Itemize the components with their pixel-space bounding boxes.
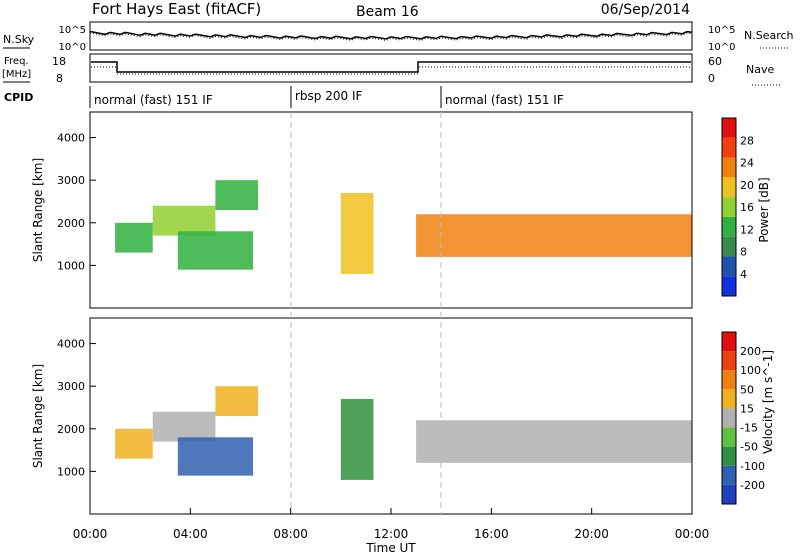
velocity-colorbar-tick-2: 100: [740, 364, 761, 377]
velocity-ytick-label-1: 4000: [57, 338, 85, 351]
xtick-label-1: 00:00: [73, 527, 108, 541]
cpid-segment-1: normal (fast) 151 IF: [94, 93, 213, 107]
xtick-label-7: 00:00: [675, 527, 710, 541]
nave-right-tick-low: 0: [708, 72, 715, 85]
velocity-ytick-label-4: 1000: [57, 465, 85, 478]
velocity-echo-region-2: [152, 411, 216, 442]
velocity-colorbar-tick-4: 15: [740, 402, 754, 415]
velocity-colorbar-tick-8: -200: [740, 479, 765, 492]
nave-line: [91, 66, 691, 75]
power-ytick-label-2: 3000: [57, 174, 85, 187]
velocity-echo-region-5: [340, 398, 374, 480]
xtick-label-4: 12:00: [374, 527, 409, 541]
power-echo-region-1: [115, 222, 153, 253]
velocity-colorbar-label: Velocity [m s^-1]: [761, 350, 775, 454]
xtick-label-6: 20:00: [574, 527, 609, 541]
velocity-colorbar-swatch-4: [722, 427, 736, 447]
power-colorbar-swatch-7: [722, 157, 736, 178]
power-ytick-label-4: 1000: [57, 259, 85, 272]
freq-left-tick-high: 18: [52, 55, 66, 68]
noise-panel-frame: [89, 21, 693, 51]
velocity-colorbar-swatch-9: [722, 332, 736, 352]
beam-title: Beam 16: [356, 4, 419, 20]
velocity-colorbar-tick-1: 200: [740, 345, 761, 358]
power-colorbar-tick-7: 4: [740, 268, 747, 281]
velocity-colorbar-tick-5: -15: [740, 422, 758, 435]
nave-right-tick-high: 60: [708, 55, 722, 68]
velocity-echo-region-6: [416, 420, 692, 463]
freq-left-tick-low: 8: [56, 72, 63, 85]
velocity-colorbar-swatch-8: [722, 351, 736, 371]
velocity-colorbar-tick-6: -50: [740, 441, 758, 454]
power-ytick-label-1: 4000: [57, 132, 85, 145]
power-colorbar-swatch-4: [722, 216, 736, 237]
velocity-echo-layer: [115, 386, 692, 480]
velocity-ylabel: Slant Range [km]: [31, 364, 45, 468]
noise-left-tick-low: 10^0: [59, 42, 86, 53]
x-axis-label: Time UT: [365, 541, 416, 554]
cpid-segment-3: normal (fast) 151 IF: [445, 93, 564, 107]
noise-sky-label: N.Sky: [3, 33, 35, 46]
power-ytick-label-3: 2000: [57, 217, 85, 230]
power-colorbar-swatch-1: [722, 276, 736, 296]
velocity-colorbar-swatch-3: [722, 446, 736, 466]
power-colorbar-tick-5: 12: [740, 223, 754, 236]
freq-label-line1: Freq.: [4, 56, 29, 67]
power-echo-layer: [115, 180, 692, 274]
velocity-colorbar-swatch-5: [722, 408, 736, 428]
power-echo-region-4: [177, 231, 254, 270]
velocity-ytick-label-2: 3000: [57, 380, 85, 393]
velocity-colorbar-swatch-6: [722, 389, 736, 409]
power-colorbar-swatch-9: [722, 118, 736, 138]
velocity-colorbar-frame: [721, 331, 737, 505]
freq-line: [91, 61, 691, 73]
cpid-label: CPID: [4, 91, 33, 104]
noise-sky-line: [89, 30, 693, 40]
velocity-colorbar-swatch-2: [722, 465, 736, 485]
velocity-ytick-label-3: 2000: [57, 423, 85, 436]
cpid-segment-2: rbsp 200 IF: [295, 89, 362, 103]
noise-left-tick-high: 10^5: [59, 25, 86, 36]
power-colorbar-tick-3: 20: [740, 179, 754, 192]
freq-label-line2: [MHz]: [2, 69, 31, 80]
power-echo-region-6: [416, 214, 692, 257]
power-colorbar-swatch-3: [722, 236, 736, 257]
noise-right-tick-low: 10^0: [708, 42, 735, 53]
velocity-echo-region-3: [215, 386, 259, 416]
velocity-colorbar-tick-7: -100: [740, 460, 765, 473]
noise-right-tick-high: 10^5: [708, 25, 735, 36]
power-colorbar-label: Power [dB]: [757, 177, 771, 242]
xtick-label-5: 16:00: [474, 527, 509, 541]
velocity-colorbar-swatch-7: [722, 370, 736, 390]
power-echo-region-2: [152, 205, 216, 236]
power-colorbar-tick-2: 24: [740, 157, 754, 170]
nave-label: Nave: [746, 63, 774, 76]
freq-panel-frame: [89, 53, 693, 83]
power-colorbar-swatch-2: [722, 256, 736, 277]
station-title: Fort Hays East (fitACF): [92, 0, 261, 18]
power-colorbar-swatch-8: [722, 137, 736, 158]
power-panel-frame: [89, 111, 693, 309]
power-colorbar-tick-6: 8: [740, 246, 747, 259]
xtick-label-2: 04:00: [173, 527, 208, 541]
noise-search-label: N.Search: [744, 29, 794, 42]
power-colorbar-frame: [721, 117, 737, 297]
date-title: 06/Sep/2014: [601, 2, 690, 18]
velocity-colorbar-tick-3: 50: [740, 383, 754, 396]
power-colorbar-tick-4: 16: [740, 201, 754, 214]
power-colorbar-swatch-6: [722, 177, 736, 198]
velocity-echo-region-4: [177, 437, 254, 476]
velocity-echo-region-1: [115, 428, 153, 459]
power-ylabel: Slant Range [km]: [31, 158, 45, 262]
velocity-colorbar-swatch-1: [722, 484, 736, 504]
power-echo-region-3: [215, 180, 259, 210]
power-colorbar-swatch-5: [722, 197, 736, 217]
power-echo-region-5: [340, 192, 374, 274]
xtick-label-3: 08:00: [273, 527, 308, 541]
power-colorbar-tick-1: 28: [740, 134, 754, 147]
